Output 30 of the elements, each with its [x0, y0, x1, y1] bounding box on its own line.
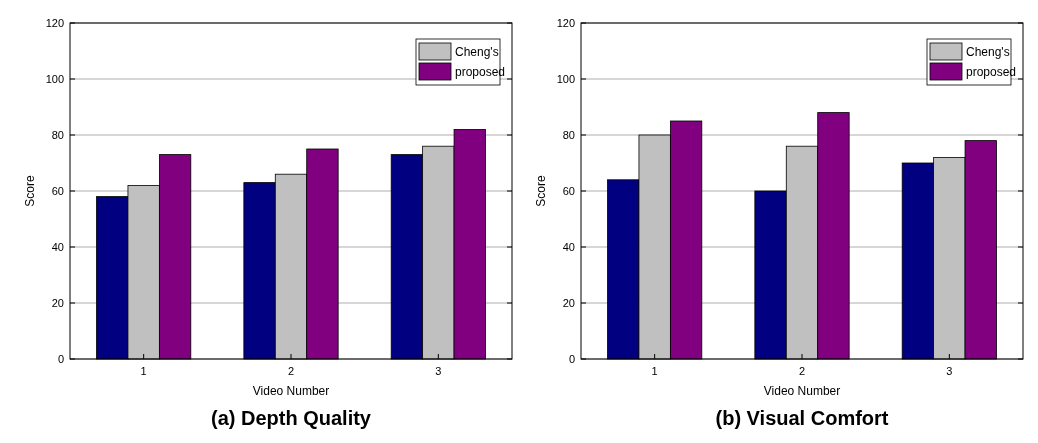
text: (a) Depth Quality	[210, 407, 372, 429]
y-axis-title: Score	[23, 175, 37, 207]
y-tick-label: 80	[51, 128, 64, 141]
x-tick-label: 3	[435, 365, 442, 377]
y-tick-label: 100	[45, 72, 64, 85]
x-tick-label: 2	[798, 365, 806, 377]
x-tick-label: 2	[287, 365, 295, 377]
y-axis-title: Score	[534, 175, 548, 207]
y-tick-label: 60	[562, 184, 575, 197]
y-tick-label: 20	[51, 296, 64, 309]
y-tick-label: 40	[51, 240, 64, 253]
y-tick-label: 60	[51, 184, 64, 197]
legend-label: Cheng's	[455, 45, 499, 60]
text: (b) Visual Comfort	[715, 407, 889, 429]
x-tick-label: 3	[946, 365, 953, 377]
y-tick-label: 120	[556, 16, 575, 29]
x-tick-label: 1	[140, 365, 147, 377]
y-tick-label: 0	[568, 352, 575, 365]
x-axis-title: Video Number	[252, 384, 330, 398]
y-tick-label: 80	[562, 128, 575, 141]
legend-label: proposed	[455, 65, 506, 80]
y-tick-label: 20	[562, 296, 575, 309]
legend-label: proposed	[966, 65, 1017, 80]
y-tick-label: 40	[562, 240, 575, 253]
x-tick-label: 1	[651, 365, 658, 377]
y-tick-label: 120	[45, 16, 64, 29]
y-tick-label: 0	[57, 352, 64, 365]
legend-label: Cheng's	[966, 45, 1010, 60]
x-axis-title: Video Number	[763, 384, 841, 398]
y-tick-label: 100	[556, 72, 575, 85]
